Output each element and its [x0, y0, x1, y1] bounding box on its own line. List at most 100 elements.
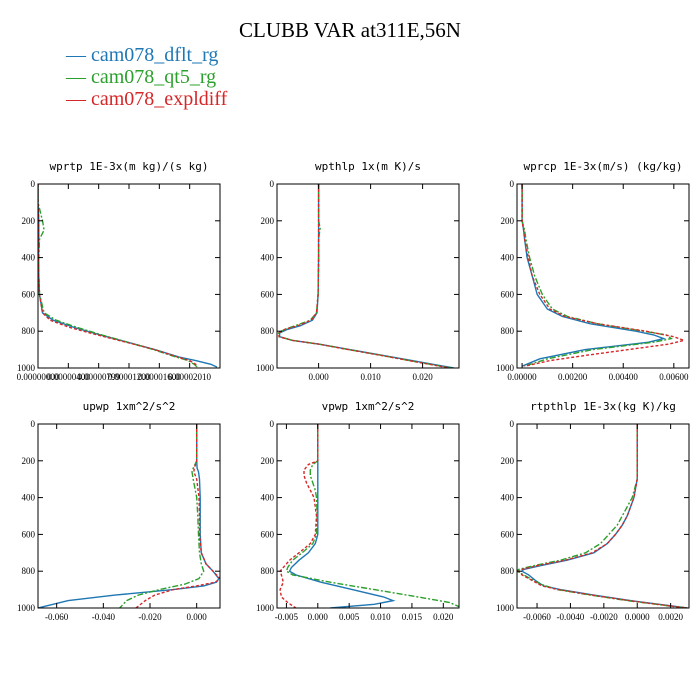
x-tick-label: 0.010	[370, 612, 391, 622]
y-tick-label: 800	[501, 566, 515, 576]
series-line-3	[517, 424, 688, 608]
y-tick-label: 0	[510, 179, 515, 189]
x-tick-label: 0.005	[339, 612, 360, 622]
y-tick-label: 1000	[17, 603, 36, 613]
x-tick-label: 0.00000	[507, 372, 537, 382]
y-tick-label: 200	[261, 216, 275, 226]
y-tick-label: 200	[22, 456, 36, 466]
y-tick-label: 400	[261, 253, 275, 263]
plot-frame	[37, 183, 221, 369]
chart-panel-3: wprcp 1E-3x(m/s) (kg/kg) 0 200 400 600 800 100…	[496, 160, 690, 382]
series-line-1	[520, 424, 688, 608]
chart-panel-4: upwp 1xm^2/s^2 0 200 400 600 800 1000 -0.060 -0.…	[17, 400, 221, 622]
x-tick-label: -0.060	[45, 612, 69, 622]
y-tick-label: 600	[501, 289, 515, 299]
series-line-3	[277, 184, 450, 368]
legend-entry-dflt: — cam078_dflt_rg	[66, 44, 218, 67]
x-tick-label: 0.000	[308, 372, 329, 382]
y-tick-label: 400	[501, 493, 515, 503]
y-tick-label: 800	[261, 566, 275, 576]
figure-title: CLUBB VAR at311E,56N	[239, 18, 461, 42]
plot-frame	[276, 423, 460, 609]
panel-title: vpwp 1xm^2/s^2	[322, 400, 415, 413]
x-tick-label: 0.00000799	[77, 372, 120, 382]
x-tick-label: 0.00400	[609, 372, 639, 382]
y-tick-label: 200	[261, 456, 275, 466]
x-tick-label: -0.0060	[523, 612, 551, 622]
chart-panel-6: rtpthlp 1E-3x(kg K)/kg02004006008001000-…	[496, 400, 690, 622]
series-line-2	[521, 184, 674, 367]
legend-line-icon: —	[66, 66, 86, 88]
panel-title: wprcp 1E-3x(m/s) (kg/kg)	[524, 160, 683, 173]
x-tick-label: 0.020	[412, 372, 433, 382]
x-tick-label: 0.00200	[558, 372, 588, 382]
plot-frame	[276, 183, 460, 369]
series-line-2	[38, 184, 198, 368]
series-line-1	[38, 184, 218, 368]
x-tick-label: -0.040	[92, 612, 116, 622]
y-tick-label: 600	[261, 289, 275, 299]
y-tick-label: 1000	[256, 603, 275, 613]
y-tick-label: 400	[261, 493, 275, 503]
x-tick-label: 0.000	[187, 612, 208, 622]
series-line-3	[279, 424, 319, 608]
x-tick-label: -0.020	[138, 612, 162, 622]
y-tick-label: 600	[501, 529, 515, 539]
x-tick-label: 0.00002010	[168, 372, 211, 382]
series-line-2	[517, 424, 688, 608]
legend-entry-qt5: — cam078_qt5_rg	[66, 66, 216, 89]
series-line-1	[521, 184, 667, 367]
y-tick-label: 1000	[17, 363, 36, 373]
panel-title: wpthlp 1x(m K)/s	[315, 160, 421, 173]
legend-label: cam078_expldiff	[91, 88, 228, 110]
x-tick-label: 0.00001600	[138, 372, 181, 382]
panel-title: wprtp 1E-3x(m kg)/(s kg)	[50, 160, 209, 173]
y-tick-label: 1000	[256, 363, 275, 373]
series-line-2	[119, 424, 205, 608]
legend-line-icon: —	[66, 44, 86, 66]
chart-panel-1: wprtp 1E-3x(m kg)/(s kg) 0 200 400 600 800 100…	[17, 160, 221, 382]
y-tick-label: 0	[270, 419, 275, 429]
plot-frame	[516, 183, 690, 369]
series-line-3	[135, 424, 220, 608]
series-line-3	[38, 184, 198, 368]
y-tick-label: 400	[22, 253, 36, 263]
x-tick-label: 0.00000400	[47, 372, 90, 382]
x-tick-label: -0.0040	[557, 612, 585, 622]
x-tick-label: 0.0000	[625, 612, 650, 622]
plot-frame	[516, 423, 690, 609]
y-tick-label: 400	[501, 253, 515, 263]
x-tick-label: 0.00001200	[108, 372, 151, 382]
x-tick-label: 0.015	[402, 612, 423, 622]
series-line-1	[288, 424, 396, 608]
y-tick-label: 200	[501, 456, 515, 466]
x-tick-label: -0.0020	[590, 612, 618, 622]
x-tick-label: 0.010	[360, 372, 381, 382]
x-tick-label: 0.000	[308, 612, 329, 622]
y-tick-label: 0	[31, 419, 36, 429]
legend-entry-expl: — cam078_expldiff	[66, 88, 227, 111]
y-tick-label: 800	[22, 566, 36, 576]
y-tick-label: 800	[22, 326, 36, 336]
series-line-2	[285, 424, 459, 608]
y-tick-label: 0	[270, 179, 275, 189]
legend-line-icon: —	[66, 88, 86, 110]
x-tick-label: 0.0020	[658, 612, 683, 622]
x-tick-label: -0.005	[275, 612, 299, 622]
legend-label: cam078_dflt_rg	[91, 44, 219, 66]
y-tick-label: 600	[22, 289, 36, 299]
y-tick-label: 1000	[496, 363, 515, 373]
x-tick-label: 0.020	[433, 612, 454, 622]
plot-frame	[37, 423, 221, 609]
chart-panel-5: vpwp 1xm^2/s^2 0 200 400 600 800 1000-0.005 0.0…	[256, 400, 460, 622]
x-tick-label: 0.00000000	[17, 372, 60, 382]
series-line-3	[521, 184, 687, 367]
y-tick-label: 1000	[496, 603, 515, 613]
legend-label: cam078_qt5_rg	[91, 66, 217, 88]
y-tick-label: 800	[261, 326, 275, 336]
series-line-2	[277, 184, 452, 368]
y-tick-label: 600	[261, 529, 275, 539]
y-tick-label: 400	[22, 493, 36, 503]
y-tick-label: 0	[31, 179, 36, 189]
